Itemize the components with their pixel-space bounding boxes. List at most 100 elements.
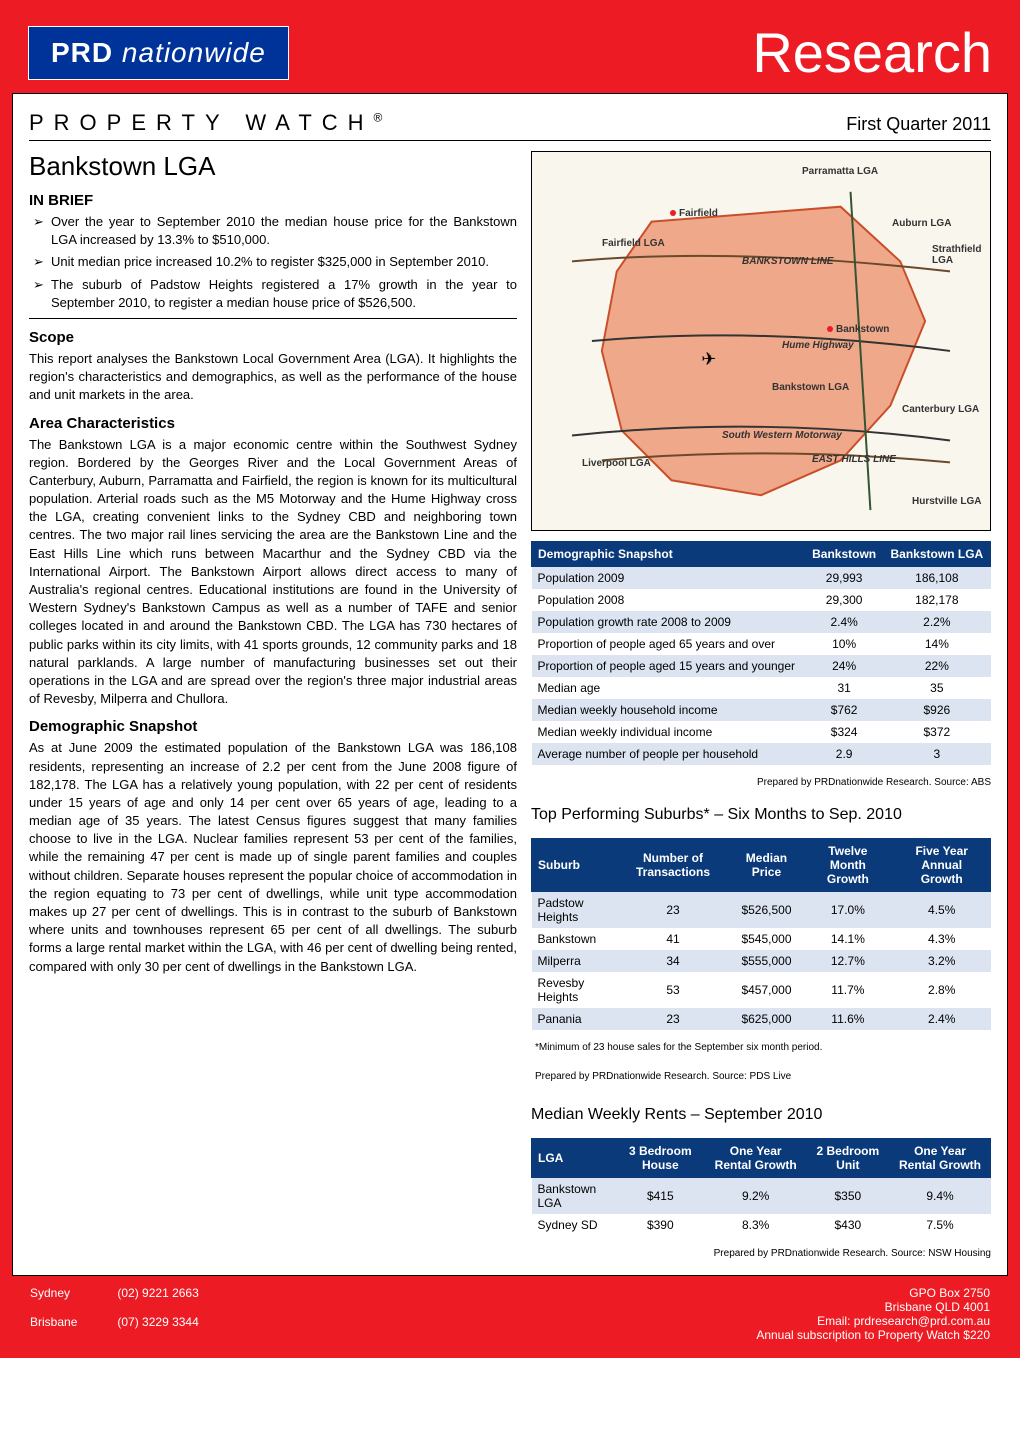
map-label: Canterbury LGA [902, 404, 979, 415]
office-city: Sydney [30, 1286, 77, 1313]
cell: 22% [883, 655, 990, 677]
cell: Bankstown [532, 928, 616, 950]
in-brief-heading: IN BRIEF [29, 192, 517, 209]
area-heading: Area Characteristics [29, 415, 517, 432]
cell: 23 [616, 892, 730, 929]
cell: 2.2% [883, 611, 990, 633]
table-row: Proportion of people aged 65 years and o… [532, 633, 991, 655]
cell: 9.2% [705, 1178, 806, 1215]
table-row: Median weekly individual income$324$372 [532, 721, 991, 743]
cell: 29,993 [805, 567, 883, 590]
rents-note: Prepared by PRDnationwide Research. Sour… [531, 1248, 991, 1259]
cell: Proportion of people aged 65 years and o… [532, 633, 806, 655]
cell: 53 [616, 972, 730, 1008]
cell: $926 [883, 699, 990, 721]
rent-col-1: 3 Bedroom House [615, 1139, 705, 1178]
cell: $526,500 [730, 892, 803, 929]
property-watch-header: PROPERTY WATCH® First Quarter 2011 [29, 110, 991, 141]
cell: Average number of people per household [532, 743, 806, 765]
cell: 14% [883, 633, 990, 655]
map-label: South Western Motorway [722, 430, 842, 441]
footer-address: GPO Box 2750 Brisbane QLD 4001 Email: pr… [756, 1286, 990, 1342]
table-row: Milperra34$555,00012.7%3.2% [532, 950, 991, 972]
cell: $415 [615, 1178, 705, 1215]
cell: $625,000 [730, 1008, 803, 1030]
two-column-layout: Bankstown LGA IN BRIEF Over the year to … [29, 151, 991, 1259]
office-city: Brisbane [30, 1315, 77, 1342]
cell: Population growth rate 2008 to 2009 [532, 611, 806, 633]
table-row: Average number of people per household2.… [532, 743, 991, 765]
cell: Median weekly individual income [532, 721, 806, 743]
cell: 7.5% [890, 1214, 991, 1236]
cell: Panania [532, 1008, 616, 1030]
brand-logo: PRD nationwide [28, 26, 289, 80]
in-brief-list: Over the year to September 2010 the medi… [29, 213, 517, 312]
demo-col-1: Bankstown [805, 542, 883, 567]
cell: 2.9 [805, 743, 883, 765]
rent-col-3: 2 Bedroom Unit [806, 1139, 889, 1178]
cell: $430 [806, 1214, 889, 1236]
addr-line: Annual subscription to Property Watch $2… [756, 1328, 990, 1342]
map-label: Bankstown LGA [772, 382, 849, 393]
top-note-2: Prepared by PRDnationwide Research. Sour… [535, 1071, 991, 1082]
cell: Median age [532, 677, 806, 699]
brand-bar: PRD nationwide Research [12, 12, 1008, 93]
cell: 4.3% [893, 928, 991, 950]
table-row: Bankstown41$545,00014.1%4.3% [532, 928, 991, 950]
table-row: Padstow Heights23$526,50017.0%4.5% [532, 892, 991, 929]
cell: Revesby Heights [532, 972, 616, 1008]
brand-nationwide: nationwide [122, 37, 266, 68]
area-body: The Bankstown LGA is a major economic ce… [29, 436, 517, 709]
research-heading: Research [752, 20, 992, 85]
cell: 11.7% [803, 972, 893, 1008]
map-label: EAST HILLS LINE [812, 454, 896, 465]
office-phone: (07) 3229 3344 [117, 1315, 198, 1342]
demographic-table: Demographic Snapshot Bankstown Bankstown… [531, 541, 991, 765]
table-row: Median weekly household income$762$926 [532, 699, 991, 721]
brief-item: Unit median price increased 10.2% to reg… [33, 253, 517, 271]
rents-table: LGA 3 Bedroom House One Year Rental Grow… [531, 1138, 991, 1236]
top-col-3: Twelve Month Growth [803, 839, 893, 892]
cell: $555,000 [730, 950, 803, 972]
cell: Milperra [532, 950, 616, 972]
cell: $372 [883, 721, 990, 743]
cell: $545,000 [730, 928, 803, 950]
demo-col-2: Bankstown LGA [883, 542, 990, 567]
table-row: Population growth rate 2008 to 20092.4%2… [532, 611, 991, 633]
map-label: Parramatta LGA [802, 166, 878, 177]
map-label: Hurstville LGA [912, 496, 981, 507]
cell: 34 [616, 950, 730, 972]
footer-offices: Sydney (02) 9221 2663 Brisbane (07) 3229… [30, 1286, 199, 1342]
cell: 3 [883, 743, 990, 765]
quarter-label: First Quarter 2011 [846, 114, 991, 135]
cell: 23 [616, 1008, 730, 1030]
scope-heading: Scope [29, 329, 517, 346]
cell: $457,000 [730, 972, 803, 1008]
cell: 31 [805, 677, 883, 699]
cell: 29,300 [805, 589, 883, 611]
addr-line: Brisbane QLD 4001 [756, 1300, 990, 1314]
cell: $324 [805, 721, 883, 743]
pw-text: PROPERTY WATCH [29, 110, 374, 135]
page-footer: Sydney (02) 9221 2663 Brisbane (07) 3229… [12, 1276, 1008, 1346]
page-root: PRD nationwide Research PROPERTY WATCH® … [0, 0, 1020, 1358]
map-label: Hume Highway [782, 340, 854, 351]
cell: Proportion of people aged 15 years and y… [532, 655, 806, 677]
map-label: BANKSTOWN LINE [742, 256, 833, 267]
airport-icon: ✈ [701, 349, 716, 369]
cell: $390 [615, 1214, 705, 1236]
cell: Padstow Heights [532, 892, 616, 929]
brief-item: Over the year to September 2010 the medi… [33, 213, 517, 249]
cell: $762 [805, 699, 883, 721]
cell: Sydney SD [532, 1214, 616, 1236]
table-row: Sydney SD$3908.3%$4307.5% [532, 1214, 991, 1236]
cell: 3.2% [893, 950, 991, 972]
registered-icon: ® [374, 111, 383, 125]
cell: 35 [883, 677, 990, 699]
map-label: Fairfield LGA [602, 238, 665, 249]
rent-col-4: One Year Rental Growth [890, 1139, 991, 1178]
property-watch-title: PROPERTY WATCH® [29, 110, 382, 136]
table-row: Revesby Heights53$457,00011.7%2.8% [532, 972, 991, 1008]
demo-body: As at June 2009 the estimated population… [29, 739, 517, 975]
demo-heading: Demographic Snapshot [29, 718, 517, 735]
